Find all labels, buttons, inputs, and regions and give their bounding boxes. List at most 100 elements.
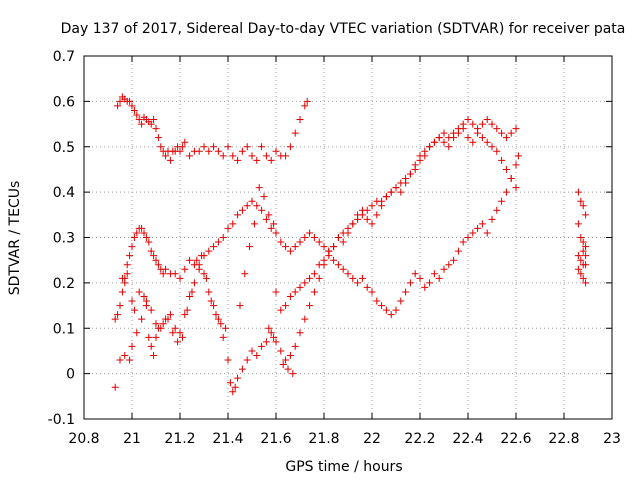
data-point [354, 211, 362, 219]
data-point [349, 220, 357, 228]
x-tick-label: 21.6 [260, 431, 291, 447]
data-point [130, 306, 138, 314]
data-point [574, 252, 582, 260]
data-point [582, 252, 590, 260]
data-point [222, 324, 230, 332]
data-point [450, 134, 458, 142]
data-point [315, 238, 323, 246]
y-tick-label: 0.7 [53, 49, 75, 65]
data-point [238, 206, 246, 214]
data-point [210, 302, 218, 310]
data-point [169, 329, 177, 337]
data-point [186, 256, 194, 264]
data-point [214, 147, 222, 155]
data-point [279, 361, 287, 369]
data-point [382, 193, 390, 201]
data-point [217, 320, 225, 328]
data-point [488, 215, 496, 223]
data-point [582, 243, 590, 251]
data-point [123, 261, 131, 269]
data-point [210, 143, 218, 151]
y-tick-label: -0.1 [48, 412, 75, 428]
plot-frame [83, 55, 613, 420]
data-point [270, 333, 278, 341]
data-point [133, 329, 141, 337]
data-point [349, 274, 357, 282]
data-point [387, 188, 395, 196]
data-point [255, 184, 263, 192]
data-point [258, 206, 266, 214]
data-point [421, 152, 429, 160]
data-point [121, 351, 129, 359]
data-point [483, 116, 491, 124]
data-points [111, 93, 590, 396]
data-point [577, 234, 585, 241]
data-point [176, 274, 184, 282]
data-point [111, 315, 119, 323]
data-point [464, 134, 472, 142]
data-point [574, 265, 582, 273]
data-point [310, 270, 318, 278]
data-point [207, 297, 215, 305]
data-point [183, 306, 191, 314]
data-point [310, 288, 318, 296]
data-point [291, 243, 299, 251]
data-point [133, 111, 141, 119]
data-point [198, 252, 206, 260]
data-point [296, 283, 304, 291]
data-point [306, 229, 314, 237]
data-point [507, 129, 515, 137]
data-point [574, 220, 582, 228]
data-point [265, 324, 273, 332]
data-point [133, 229, 141, 237]
data-point [402, 179, 410, 187]
data-point [229, 388, 237, 396]
data-point [234, 211, 242, 219]
data-point [397, 297, 405, 305]
data-point [118, 288, 126, 296]
data-point [286, 292, 294, 300]
data-point [272, 288, 280, 296]
y-tick-label: 0.5 [53, 140, 75, 156]
data-point [498, 156, 506, 164]
data-point [272, 338, 280, 346]
data-point [150, 116, 158, 124]
x-tick-label: 22.4 [452, 431, 483, 447]
data-point [469, 229, 477, 237]
x-tick-label: 20.8 [68, 431, 99, 447]
data-point [445, 261, 453, 269]
data-point [145, 238, 153, 246]
data-point [459, 125, 467, 133]
data-point [138, 120, 146, 128]
data-point [145, 333, 153, 341]
data-point [126, 97, 134, 105]
data-point [243, 143, 251, 151]
data-point [582, 279, 590, 287]
data-point [214, 315, 222, 323]
data-point [289, 370, 297, 378]
data-point [582, 261, 590, 269]
data-point [306, 302, 314, 310]
data-point [205, 147, 213, 155]
data-point [411, 270, 419, 278]
data-point [205, 247, 213, 255]
data-point [262, 152, 270, 160]
data-point [226, 379, 234, 387]
tick-labels: 20.8 21 21.2 21.4 21.6 21.8 22 22.2 22.4 22.6 22.8… [48, 49, 621, 447]
data-point [121, 279, 129, 287]
data-point [296, 116, 304, 124]
data-point [368, 288, 376, 296]
data-point [138, 224, 146, 232]
x-tick-label: 21.8 [308, 431, 339, 447]
data-point [512, 184, 520, 192]
data-point [320, 243, 328, 251]
data-point [210, 243, 218, 251]
data-point [147, 247, 155, 255]
data-point [126, 252, 134, 260]
data-point [277, 238, 285, 246]
data-point [406, 279, 414, 287]
data-point [135, 116, 143, 124]
data-point [152, 333, 160, 341]
data-point [171, 270, 179, 278]
data-point [574, 188, 582, 196]
